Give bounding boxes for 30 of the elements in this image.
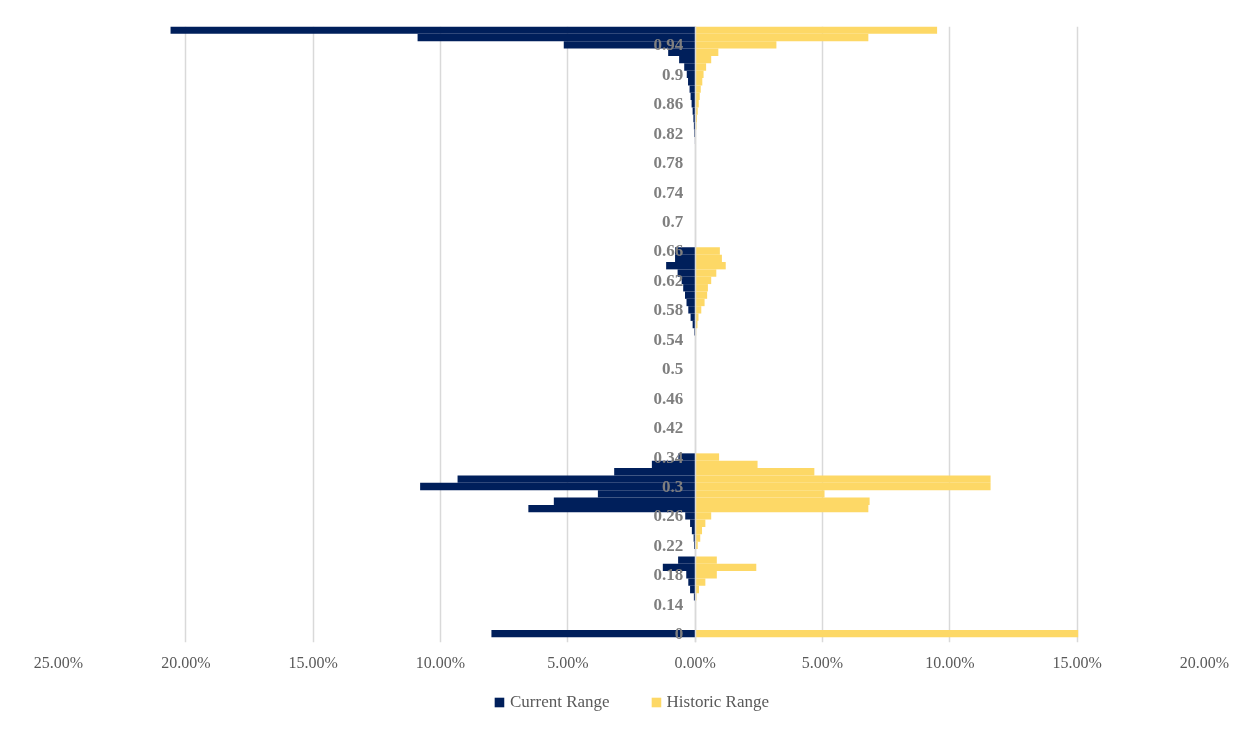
y-tick-label: 0.86 <box>653 94 684 114</box>
x-tick-label: 5.00% <box>801 653 844 671</box>
y-tick-label: 0.82 <box>653 123 684 143</box>
legend-label: Current Range <box>509 692 610 712</box>
y-tick-label: 0.74 <box>653 182 684 202</box>
y-tick-label: 0.18 <box>653 565 684 585</box>
x-tick-label: 15.00% <box>1052 653 1102 671</box>
x-tick-label: 0.00% <box>674 653 716 671</box>
y-tick-label: 0.5 <box>661 359 684 379</box>
x-tick-label: 25.00% <box>33 653 84 671</box>
y-tick-label: 0.3 <box>661 476 684 496</box>
y-tick-label: 0.78 <box>653 153 684 173</box>
x-tick-label: 20.00% <box>1179 653 1230 671</box>
y-tick-label: 0.26 <box>653 506 684 526</box>
y-tick-label: 0.22 <box>653 535 684 555</box>
x-tick-label: 10.00% <box>415 653 466 671</box>
y-tick-label: 0.94 <box>653 35 684 55</box>
y-tick-label: 0.62 <box>653 270 684 290</box>
legend-label: Historic Range <box>666 692 770 712</box>
x-tick-label: 15.00% <box>288 653 338 671</box>
y-tick-label: 0.58 <box>653 300 684 320</box>
x-tick-label: 20.00% <box>161 653 211 671</box>
y-tick-label: 0.7 <box>661 212 684 232</box>
y-tick-label: 0.42 <box>653 418 684 438</box>
y-tick-label: 0.46 <box>653 388 684 408</box>
y-tick-label: 0.14 <box>653 594 684 614</box>
y-tick-label: 0.54 <box>653 329 684 349</box>
x-tick-label: 10.00% <box>925 653 975 671</box>
x-tick-label: 5.00% <box>547 653 589 671</box>
y-tick-label: 0.9 <box>661 64 684 84</box>
